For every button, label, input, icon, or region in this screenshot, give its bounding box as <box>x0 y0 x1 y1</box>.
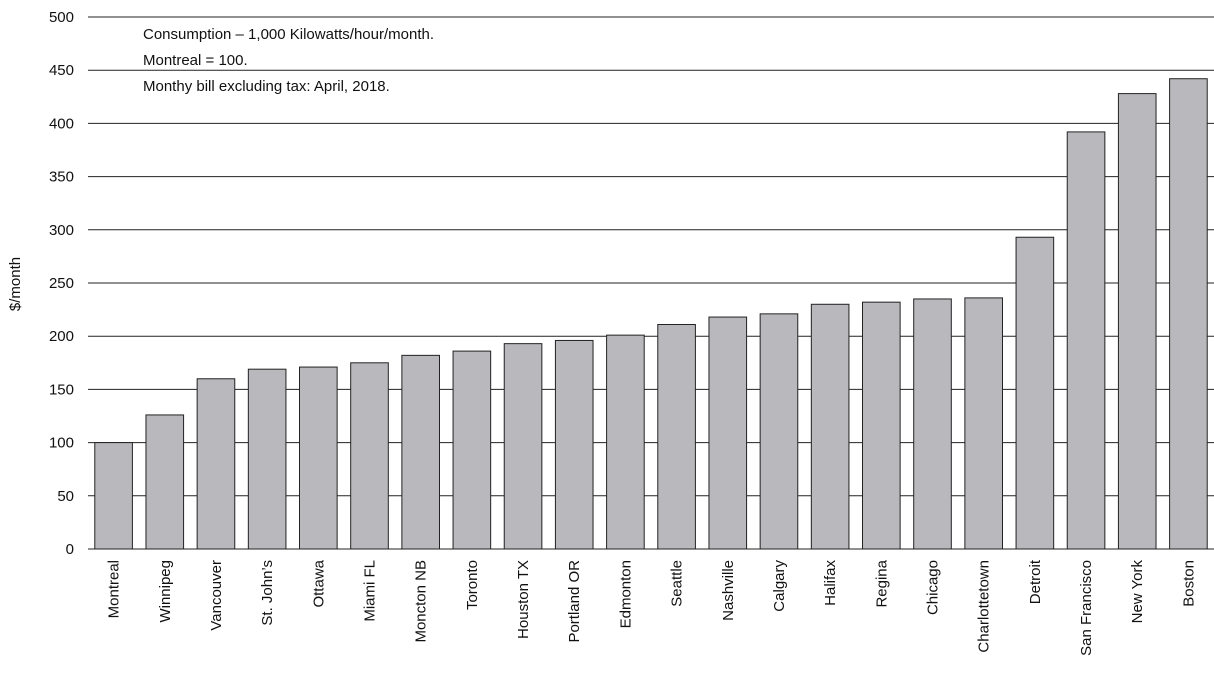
bar <box>913 298 952 550</box>
bar <box>247 368 287 550</box>
y-tick-label: 200 <box>49 328 74 345</box>
x-tick-label: Houston TX <box>515 560 532 639</box>
x-tick-label: Seattle <box>669 560 686 607</box>
x-tick-label: Calgary <box>771 560 788 612</box>
x-tick-label: Winnipeg <box>157 560 174 623</box>
y-tick-label: 500 <box>49 9 74 26</box>
x-tick-label: Halifax <box>822 560 839 606</box>
x-tick-label: Miami FL <box>362 560 379 622</box>
y-tick-label: 100 <box>49 435 74 452</box>
bar <box>1117 93 1157 550</box>
bar <box>299 366 338 550</box>
x-tick-label: Nashville <box>720 560 737 621</box>
x-tick-label: St. John’s <box>259 560 276 626</box>
bar <box>1066 131 1106 550</box>
bar <box>94 442 133 550</box>
y-tick-label: 300 <box>49 222 74 239</box>
y-tick-label: 50 <box>57 488 74 505</box>
x-tick-label: Ottawa <box>310 559 327 607</box>
x-tick-label: Detroit <box>1027 559 1044 604</box>
bar <box>810 303 850 550</box>
bar <box>196 378 236 550</box>
chart-note: Montreal = 100. <box>143 52 248 69</box>
y-tick-labels: 0 50 100 150 200 250 300 350 400 450 500 <box>49 9 74 558</box>
x-tick-label: Chicago <box>925 560 942 615</box>
bar <box>862 301 901 550</box>
y-tick-label: 450 <box>49 62 74 79</box>
y-tick-label: 150 <box>49 381 74 398</box>
x-tick-labels: Montreal Winnipeg Vancouver St. John’s Ottaw… <box>106 559 1198 656</box>
y-tick-label: 400 <box>49 115 74 132</box>
bar <box>708 316 748 550</box>
x-tick-label: Edmonton <box>617 560 634 628</box>
chart-note: Monthy bill excluding tax: April, 2018. <box>143 78 390 95</box>
chart-note: Consumption – 1,000 Kilowatts/hour/month… <box>143 26 434 43</box>
bar <box>503 343 543 550</box>
bars <box>94 78 1208 550</box>
bar <box>1169 78 1208 550</box>
x-tick-label: New York <box>1129 560 1146 624</box>
bar <box>606 334 645 550</box>
y-tick-label: 0 <box>66 541 74 558</box>
x-tick-label: Regina <box>873 559 890 607</box>
bar <box>350 362 389 550</box>
bar <box>452 350 492 550</box>
bar <box>1015 236 1055 550</box>
x-tick-label: Montreal <box>106 560 123 618</box>
x-tick-label: Boston <box>1180 560 1197 607</box>
x-tick-label: Toronto <box>464 560 481 610</box>
x-tick-label: Portland OR <box>566 560 583 643</box>
bar <box>145 414 185 550</box>
bar <box>657 323 696 550</box>
x-tick-label: Vancouver <box>208 560 225 631</box>
y-tick-label: 250 <box>49 275 74 292</box>
bar <box>964 297 1003 550</box>
y-tick-label: 350 <box>49 169 74 186</box>
bar <box>401 354 440 550</box>
x-tick-label: Charlottetown <box>976 560 993 653</box>
x-tick-label: San Francisco <box>1078 560 1095 656</box>
bar <box>554 339 594 550</box>
y-axis-label: $/month <box>7 257 24 311</box>
bar <box>759 313 799 550</box>
x-tick-label: Moncton NB <box>413 560 430 643</box>
chart-notes: Consumption – 1,000 Kilowatts/hour/month… <box>143 26 434 95</box>
